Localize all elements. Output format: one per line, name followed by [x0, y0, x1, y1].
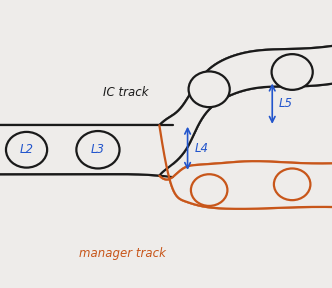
Text: manager track: manager track — [79, 247, 166, 260]
Circle shape — [6, 132, 47, 168]
Circle shape — [274, 168, 310, 200]
Polygon shape — [159, 125, 332, 209]
Circle shape — [189, 71, 230, 107]
Text: L4: L4 — [194, 142, 208, 155]
Circle shape — [191, 174, 227, 206]
Text: L5: L5 — [279, 97, 293, 110]
Text: L2: L2 — [20, 143, 34, 156]
Polygon shape — [159, 43, 332, 176]
Polygon shape — [0, 125, 173, 177]
Text: IC track: IC track — [103, 86, 149, 99]
Circle shape — [272, 54, 313, 90]
Circle shape — [76, 131, 120, 168]
Text: L3: L3 — [91, 143, 105, 156]
